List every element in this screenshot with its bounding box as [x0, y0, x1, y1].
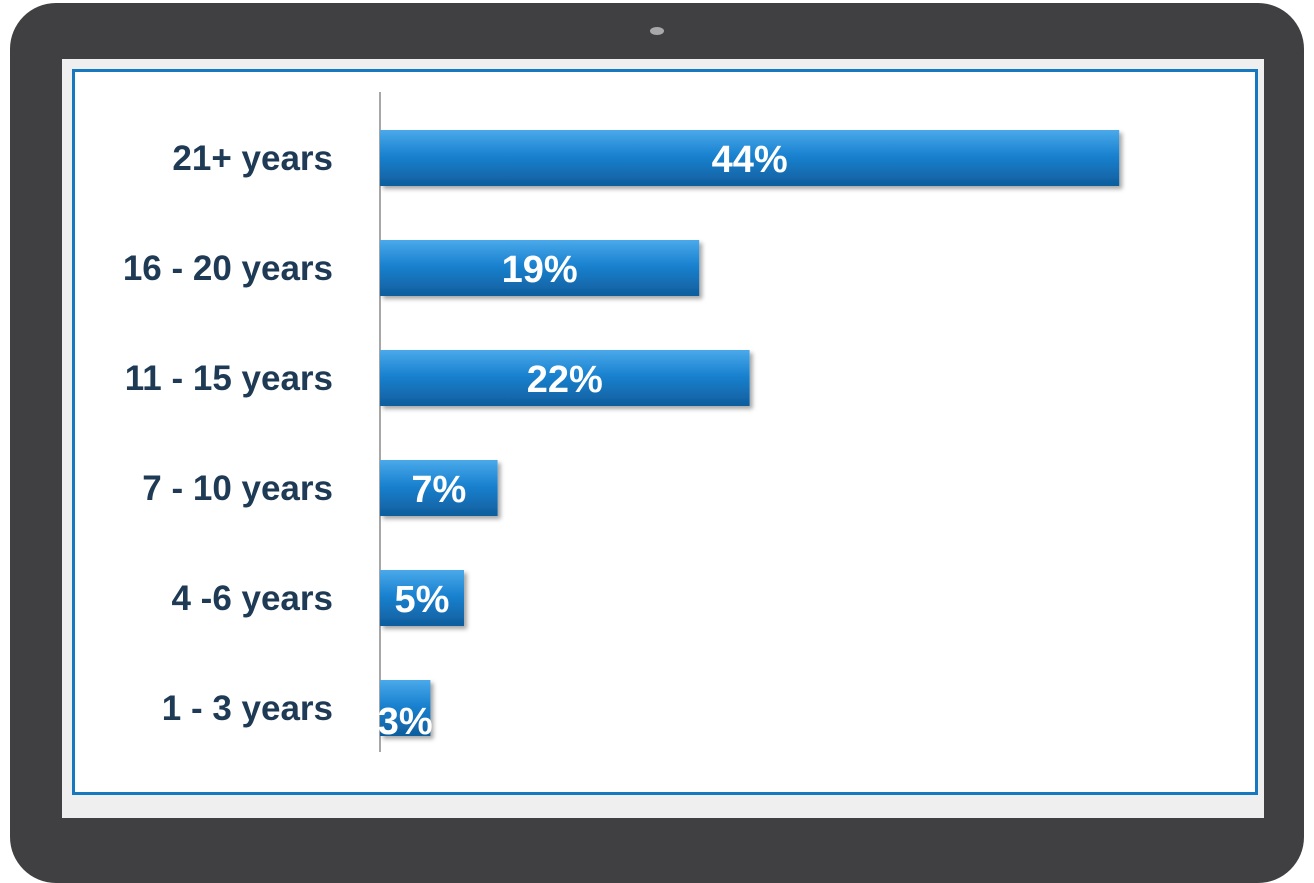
category-label: 7 - 10 years	[142, 469, 333, 508]
value-label: 44%	[712, 139, 788, 181]
camera-dot	[650, 27, 664, 35]
category-label: 16 - 20 years	[123, 249, 333, 288]
bar	[380, 680, 431, 736]
bar	[380, 570, 464, 626]
value-label: 19%	[502, 249, 578, 291]
value-label: 5%	[395, 579, 450, 621]
bar	[380, 130, 1120, 186]
bar-chart: 21+ years 44% 16 - 20 years 19% 11 - 15 year…	[123, 92, 1120, 752]
bar	[380, 350, 750, 406]
value-label: 22%	[527, 359, 603, 401]
chart-panel: 21+ years 44% 16 - 20 years 19% 11 - 15 year…	[72, 69, 1258, 795]
category-label: 11 - 15 years	[125, 359, 333, 398]
bar	[380, 460, 498, 516]
category-label: 21+ years	[172, 139, 333, 178]
tablet-screen: 21+ years 44% 16 - 20 years 19% 11 - 15 year…	[62, 59, 1264, 818]
value-label: 3%	[378, 701, 433, 743]
category-label: 1 - 3 years	[162, 689, 333, 728]
bar	[380, 240, 700, 296]
category-label: 4 -6 years	[171, 579, 333, 618]
tablet-frame: 21+ years 44% 16 - 20 years 19% 11 - 15 year…	[10, 3, 1304, 883]
value-label: 7%	[411, 469, 466, 511]
